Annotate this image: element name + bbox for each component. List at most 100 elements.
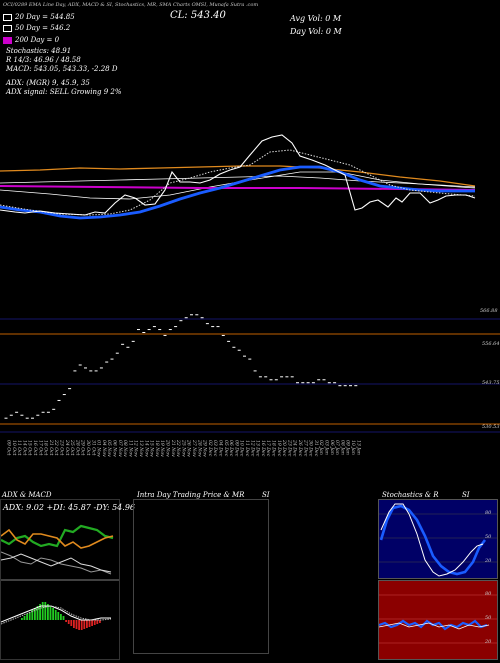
header-top-line: OCI/0289 EMA Line Day, ADX, MACD & SI, S…	[3, 2, 259, 8]
stochastics-plot	[379, 503, 497, 577]
date-tick-label: 27 Dec	[302, 439, 308, 457]
close-value: 543.40	[190, 10, 226, 21]
macd-bar	[67, 620, 70, 624]
adx-signal: ADX signal: SELL Growing 9 2%	[6, 88, 122, 96]
date-tick-label: 22 Nov	[175, 439, 181, 457]
minus-di-line	[0, 528, 114, 549]
macd-bar	[96, 620, 99, 624]
close-label: CL:	[170, 10, 188, 21]
macd-bar	[41, 602, 44, 620]
macd-bar	[70, 620, 73, 626]
plus-di-line	[0, 524, 114, 548]
macd-bar	[62, 616, 65, 620]
orange-ema-line	[0, 165, 476, 187]
date-tick-label: 07 Nov	[117, 440, 123, 457]
date-tick-label: 09 Jan	[345, 440, 351, 455]
date-tick-label: 03 Dec	[212, 440, 218, 457]
date-tick-label: 19 Nov	[159, 440, 165, 457]
price-dashes	[4, 314, 358, 419]
date-tick-label: 20 Dec	[281, 439, 287, 457]
rsi-tick: 50	[485, 615, 492, 621]
date-tick-label: 16 Dec	[260, 440, 266, 457]
macd-bar	[39, 604, 41, 620]
date-tick-label: 10 Jan	[350, 440, 356, 455]
date-tick-label: 21 Nov	[170, 439, 176, 457]
date-tick-label: 08 Jan	[339, 440, 345, 455]
date-tick-label: 06 Nov	[112, 440, 118, 457]
stoch-panel-title: Stochastics & R	[382, 491, 439, 499]
avg-volume: Avg Vol: 0 M	[290, 14, 342, 23]
macd-bar	[99, 620, 101, 623]
price-axis-label: 530.53	[482, 424, 500, 430]
date-tick-label: 03 Jan	[324, 440, 330, 455]
date-tick-label: 11 Nov	[127, 440, 133, 457]
intra-panel-si: SI	[262, 491, 270, 499]
date-tick-label: 10 Dec	[239, 440, 245, 457]
date-tick-label: 18 Dec	[271, 440, 277, 457]
date-tick-label: 25 Nov	[180, 439, 186, 457]
date-tick-label: 29 Oct	[80, 439, 86, 456]
date-tick-label: 28 Oct	[74, 439, 80, 456]
rsi-plot	[378, 594, 497, 644]
date-tick-label: 22 Oct	[53, 439, 59, 456]
stoch-tick: 80	[485, 510, 492, 516]
date-tick-label: 07 Jan	[334, 440, 340, 455]
macd-bar	[91, 620, 93, 626]
macd-signal-line	[0, 605, 112, 625]
date-tick-label: 04 Nov	[101, 440, 107, 457]
white-sma-line-2	[0, 171, 476, 200]
macd-bar	[80, 620, 83, 630]
date-tick-label: 02 Dec	[207, 440, 213, 457]
macd-bar	[28, 612, 31, 620]
date-tick-label: 14 Nov	[143, 440, 149, 457]
macd-bar	[52, 608, 54, 620]
date-tick-label: 06 Jan	[329, 440, 335, 455]
adx-macd-panel: ADX: 9.02 +DI: 45.87 -DY: 54.96	[0, 499, 135, 660]
date-tick-label: 31 Oct	[90, 440, 96, 456]
date-tick-label: 17 Oct	[37, 440, 43, 456]
legend-sma50: 50 Day = 546.2	[3, 24, 70, 32]
date-tick-label: 21 Oct	[48, 439, 54, 456]
macd-bar	[75, 620, 78, 629]
date-tick-label: 02 Jan	[318, 440, 324, 455]
date-tick-label: 12 Nov	[133, 440, 139, 457]
macd-bar	[88, 620, 91, 627]
date-tick-label: 16 Oct	[32, 440, 38, 456]
macd-readout: MACD: 543.05, 543.33, -2.28 D	[6, 65, 118, 73]
date-tick-label: 08 Nov	[122, 440, 128, 457]
date-tick-label: 26 Dec	[297, 439, 303, 457]
date-tick-label: 04 Dec	[218, 440, 224, 457]
date-tick-label: 30 Dec	[308, 440, 314, 457]
sma50-swatch	[3, 24, 12, 32]
intra-panel-title: Intra Day Trading Price & MR	[137, 491, 245, 499]
date-tick-label: 24 Dec	[292, 439, 298, 457]
macd-bar	[36, 606, 39, 620]
date-tick-label: 09 Oct	[6, 440, 12, 456]
macd-bar	[54, 610, 57, 620]
stoch-tick: 50	[485, 534, 492, 540]
stoch-d-line	[380, 503, 484, 577]
date-tick-label: 14 Oct	[21, 440, 27, 456]
macd-bar	[86, 620, 88, 628]
day-volume: Day Vol: 0 M	[290, 27, 342, 36]
date-axis: 09 Oct 10 Oct 11 Oct 14 Oct 15 Oct 16 Oct 17 O…	[6, 439, 362, 457]
macd-bar	[78, 620, 80, 630]
macd-bar	[60, 614, 62, 620]
stoch-k-line	[379, 504, 487, 576]
date-tick-label: 11 Dec	[244, 440, 250, 457]
rsi-tick: 20	[485, 639, 492, 645]
sma20-swatch	[3, 13, 12, 21]
macd-bar	[31, 610, 34, 620]
adx-readout: ADX: (MGR) 9, 45.9, 35	[6, 79, 90, 87]
main-price-chart	[0, 134, 500, 433]
rsi-tick: 80	[485, 591, 492, 597]
macd-bar	[65, 620, 67, 622]
r-readout: R 14/3: 46.96 / 48.58	[6, 56, 81, 64]
macd-bar	[47, 604, 49, 620]
adx-line-white	[0, 553, 112, 573]
macd-bar	[21, 618, 23, 620]
stoch-tick: 20	[485, 558, 492, 564]
close-price-line	[0, 134, 476, 216]
macd-bar	[73, 620, 75, 628]
date-tick-label: 13 Nov	[138, 440, 144, 457]
